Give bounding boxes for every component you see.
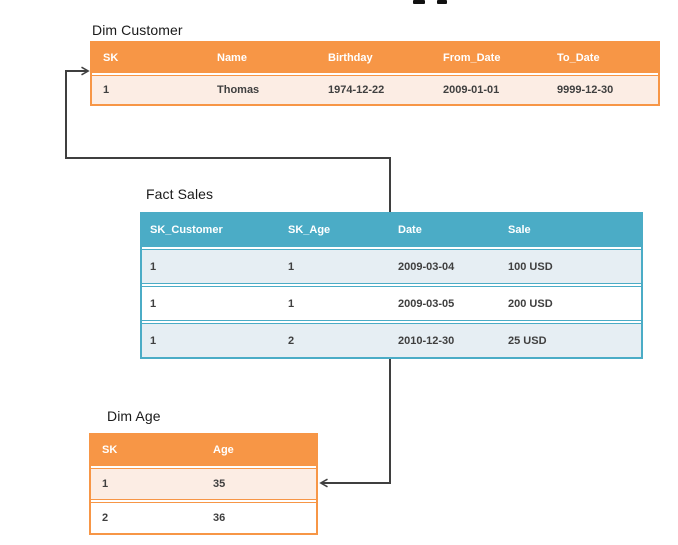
header-cell: SK_Customer xyxy=(150,224,223,236)
row-separator xyxy=(142,246,641,250)
row-separator xyxy=(142,283,641,287)
fact-sales-to-dim-age-arrow xyxy=(319,359,391,488)
table-cell: 1 xyxy=(288,297,295,310)
table-cell: 36 xyxy=(213,512,226,524)
table-header-row: SK_Customer SK_Age Date Sale xyxy=(142,214,641,246)
table-cell: 1974-12-22 xyxy=(328,84,385,96)
header-cell: From_Date xyxy=(443,51,501,64)
table-cell: Thomas xyxy=(217,84,260,96)
table-header-row: SK Name Birthday From_Date To_Date xyxy=(92,43,658,72)
cropped-title-descender-mark xyxy=(413,0,425,4)
row-separator xyxy=(91,499,316,503)
dim-customer-table: SK Name Birthday From_Date To_Date 1 Thomas 197… xyxy=(90,41,660,106)
cropped-title-descender-mark xyxy=(437,0,447,4)
table-cell: 25 USD xyxy=(508,334,547,347)
table-cell: 2 xyxy=(102,512,109,524)
table-cell: 1 xyxy=(150,334,157,347)
table-cell: 1 xyxy=(102,478,109,490)
table-row: 1 35 xyxy=(91,469,316,499)
table-row: 1 2 2010-12-30 25 USD xyxy=(142,324,641,357)
table-cell: 2009-03-05 xyxy=(398,297,455,310)
header-cell: SK xyxy=(102,444,118,456)
table-cell: 1 xyxy=(150,297,157,310)
fact-sales-table: SK_Customer SK_Age Date Sale 1 1 2009-03-04 100… xyxy=(140,212,643,359)
header-cell: Name xyxy=(217,51,247,64)
dim-age-table: SK Age 1 35 2 36 xyxy=(89,433,318,535)
table-cell: 9999-12-30 xyxy=(557,84,614,96)
table-cell: 2 xyxy=(288,334,295,347)
header-cell: Sale xyxy=(508,224,531,236)
row-separator xyxy=(142,320,641,324)
table-cell: 2009-01-01 xyxy=(443,84,500,96)
fact-sales-title: Fact Sales xyxy=(146,186,214,202)
dim-customer-title: Dim Customer xyxy=(92,22,183,38)
table-cell: 1 xyxy=(103,84,110,96)
header-cell: Date xyxy=(398,224,422,236)
table-row: 1 Thomas 1974-12-22 2009-01-01 9999-12-30 xyxy=(92,76,658,104)
table-row: 2 36 xyxy=(91,503,316,533)
row-separator xyxy=(91,465,316,469)
header-cell: To_Date xyxy=(557,51,600,64)
header-cell: Birthday xyxy=(328,51,373,64)
table-cell: 35 xyxy=(213,478,226,490)
table-cell: 100 USD xyxy=(508,260,553,273)
table-row: 1 1 2009-03-05 200 USD xyxy=(142,287,641,320)
header-cell: SK xyxy=(103,51,119,64)
dim-age-title: Dim Age xyxy=(107,408,161,424)
table-cell: 1 xyxy=(288,260,295,273)
header-cell: SK_Age xyxy=(288,224,331,236)
table-header-row: SK Age xyxy=(91,435,316,465)
table-cell: 2009-03-04 xyxy=(398,260,455,273)
table-cell: 200 USD xyxy=(508,297,553,310)
table-cell: 1 xyxy=(150,260,157,273)
table-row: 1 1 2009-03-04 100 USD xyxy=(142,250,641,283)
header-cell: Age xyxy=(213,444,234,456)
table-cell: 2010-12-30 xyxy=(398,334,455,347)
